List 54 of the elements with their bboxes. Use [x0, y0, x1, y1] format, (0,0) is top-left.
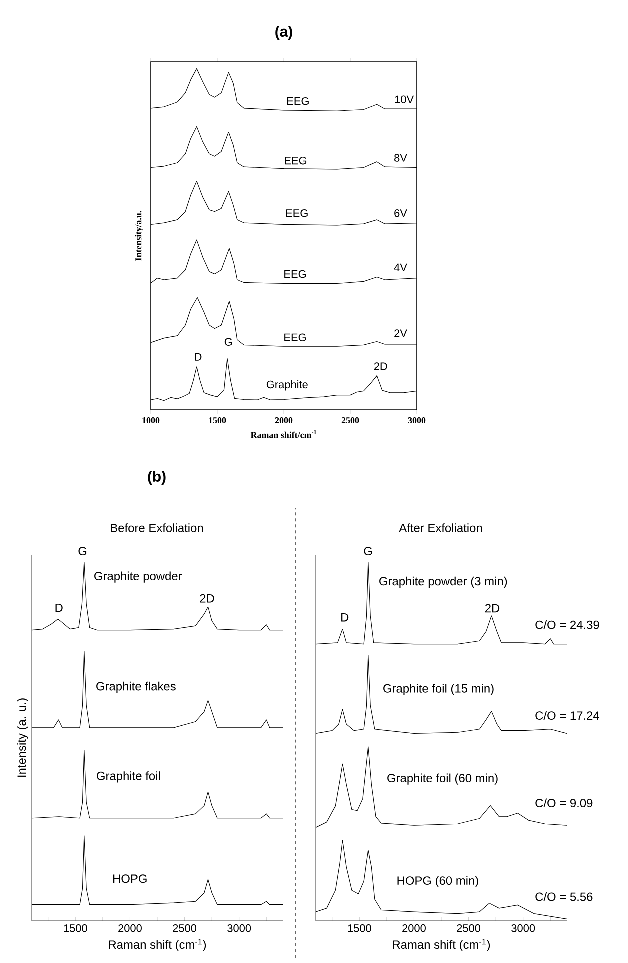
- annotation: EEG: [285, 156, 307, 165]
- y-axis-title: Intensity (a. u.): [17, 698, 28, 777]
- annotation: Graphite foil: [97, 772, 160, 783]
- x-tick-label: 2500: [457, 924, 481, 932]
- annotation: HOPG: [114, 874, 147, 884]
- annotation: D: [342, 613, 349, 622]
- x-tick-label: 2000: [275, 417, 293, 424]
- annotation: EEG: [288, 97, 309, 106]
- annotation: 2V: [394, 330, 408, 338]
- x-axis-title: Raman shift/cm$^{-1}$: [250, 430, 316, 438]
- annotation: C/O = 17.24: [536, 711, 600, 720]
- annotation: 2D: [374, 362, 388, 370]
- annotation: G: [224, 338, 232, 346]
- chart-title: (a): [276, 26, 292, 40]
- x-tick-label: 2500: [173, 924, 197, 932]
- text: G: [364, 547, 372, 556]
- annotation: 6V: [394, 210, 408, 218]
- annotation: C/O = 24.39: [536, 620, 600, 630]
- annotation: Graphite powder: [94, 572, 182, 583]
- annotation: 2D: [485, 604, 500, 613]
- annotation: 4V: [394, 264, 408, 272]
- x-tick-label: 3000: [512, 924, 536, 932]
- annotation: D: [195, 353, 202, 361]
- x-tick-label: 2000: [402, 924, 426, 932]
- chart-title: (b): [148, 471, 166, 485]
- annotation: Graphite: [266, 380, 308, 391]
- annotation: EEG: [286, 210, 308, 218]
- annotation: EEG: [284, 270, 306, 278]
- x-tick-label: 1500: [348, 924, 372, 932]
- annotation: Graphite powder (3 min): [380, 576, 508, 588]
- annotation: 8V: [394, 154, 408, 162]
- annotation: C/O = 9.09: [536, 798, 593, 808]
- x-axis-title: Raman shift (cm$^{-1}$): [393, 939, 490, 952]
- x-tick-label: 1500: [64, 924, 88, 932]
- x-tick-label: 1000: [142, 417, 160, 424]
- x-tick-label: 1500: [209, 417, 226, 424]
- x-tick-label: 2000: [118, 924, 142, 932]
- x-axis-title: Raman shift (cm$^{-1}$): [109, 939, 206, 952]
- annotation: HOPG (60 min): [398, 876, 478, 888]
- x-tick-label: 3000: [408, 417, 426, 424]
- chart-subtitle: Before Exfoliation: [111, 524, 204, 532]
- annotation: 10V: [395, 96, 414, 104]
- annotation: Graphite foil (60 min): [388, 774, 498, 785]
- annotation: 2D: [200, 594, 214, 603]
- annotation: D: [56, 604, 63, 612]
- x-tick-label: 3000: [228, 924, 252, 932]
- y-axis-title: Intensity/a.u.: [135, 211, 144, 261]
- annotation: Graphite flakes: [96, 682, 176, 694]
- annotation: C/O = 5.56: [536, 892, 593, 902]
- annotation: Graphite foil (15 min): [384, 684, 494, 696]
- x-tick-label: 2500: [342, 417, 360, 424]
- chart-subtitle: After Exfoliation: [399, 524, 482, 532]
- text: G: [78, 547, 87, 556]
- annotation: EEG: [284, 334, 306, 342]
